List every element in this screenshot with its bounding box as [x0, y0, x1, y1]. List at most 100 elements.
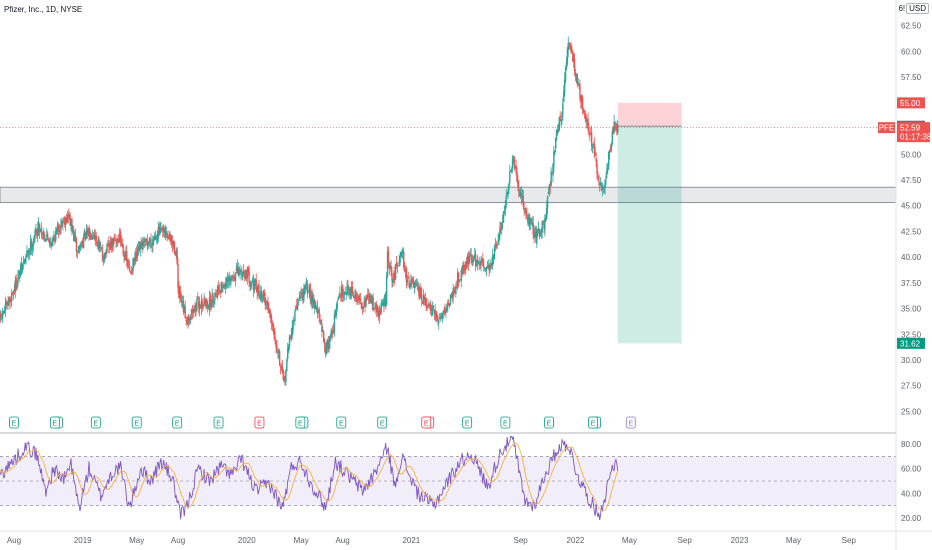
- candle-body: [100, 247, 103, 251]
- candle-body: [73, 236, 76, 241]
- candle-body: [385, 276, 388, 305]
- candle-body: [353, 295, 355, 298]
- candle-body: [609, 148, 612, 151]
- earnings-marker: E: [49, 416, 63, 429]
- candle-body: [502, 211, 505, 223]
- candle-body: [565, 62, 568, 70]
- candle-body: [170, 234, 172, 243]
- candle-body: [540, 231, 542, 233]
- time-tick-label: Aug: [7, 536, 21, 545]
- candle-body: [132, 258, 134, 272]
- candle-body: [59, 228, 61, 230]
- candle-body: [277, 350, 279, 354]
- candle-body: [84, 232, 87, 240]
- candle-body: [378, 310, 381, 318]
- candle-body: [492, 255, 495, 258]
- candle-body: [519, 191, 521, 197]
- rsi-pane[interactable]: [0, 436, 896, 521]
- candle-body: [193, 305, 195, 312]
- candle-body: [459, 279, 462, 280]
- candle-body: [46, 234, 48, 237]
- candle-body: [163, 228, 166, 233]
- candle-body: [332, 330, 335, 333]
- candle-body: [108, 244, 111, 248]
- candle-body: [457, 272, 460, 282]
- earnings-marker: E: [90, 416, 101, 429]
- candle-body: [460, 270, 462, 281]
- candle-body: [297, 302, 300, 304]
- earnings-marker: E: [421, 416, 435, 429]
- candle-body: [571, 50, 573, 53]
- candle-body: [561, 112, 563, 119]
- candle-body: [105, 251, 107, 255]
- take-profit-zone: [617, 126, 682, 344]
- candle-body: [195, 309, 197, 312]
- earnings-marker-box: [254, 416, 265, 429]
- time-tick-label: 2020: [238, 536, 256, 545]
- candle-body: [260, 290, 262, 301]
- earnings-marker-box: [49, 416, 60, 429]
- candle-body: [480, 259, 482, 266]
- candle-body: [17, 276, 19, 284]
- candle-body: [423, 296, 426, 300]
- earnings-marker-box: [336, 416, 347, 429]
- earnings-marker-box: [172, 416, 183, 429]
- time-tick-label: May: [129, 536, 144, 545]
- candle-body: [399, 255, 401, 263]
- candle-body: [402, 250, 404, 253]
- candle-body: [205, 301, 207, 305]
- time-axis[interactable]: Aug 2019 May Aug 2020 May Aug 2021 Sep 2022 May Sep…: [0, 530, 932, 545]
- currency-selector[interactable]: 6! USD: [898, 3, 929, 14]
- candle-body: [386, 251, 389, 277]
- candle-body: [244, 270, 247, 280]
- candle-body: [82, 240, 84, 247]
- time-tick-label: Sep: [513, 536, 528, 545]
- candle-body: [390, 266, 392, 273]
- candle-body: [373, 309, 375, 311]
- candle-body: [545, 216, 547, 218]
- candle-body: [313, 297, 315, 308]
- candle-body: [440, 315, 443, 319]
- time-tick-label: May: [622, 536, 637, 545]
- candle-body: [309, 284, 311, 300]
- candle-body: [349, 288, 351, 296]
- candle-body: [605, 176, 607, 179]
- candle-body: [117, 238, 119, 243]
- candle-body: [437, 317, 439, 322]
- price-tag-box: [897, 337, 925, 349]
- candle-body: [251, 283, 253, 286]
- candle-body: [426, 306, 428, 309]
- price-axis[interactable]: 25.00 27.50 30.00 32.50 35.00 37.50 40.00 42.50…: [895, 0, 922, 550]
- candle-body: [39, 229, 42, 232]
- candle-body: [501, 221, 504, 223]
- candle-body: [557, 130, 560, 133]
- candle-body: [71, 218, 73, 231]
- candle-body: [596, 163, 598, 174]
- earnings-marker-label: E: [465, 421, 470, 428]
- candle-body: [189, 316, 192, 319]
- earnings-marker: E: [172, 416, 183, 429]
- candle-body: [25, 254, 27, 259]
- candle-body: [334, 313, 337, 317]
- price-tick-label: 57.50: [901, 73, 922, 82]
- candle-body: [438, 317, 441, 319]
- candle-body: [329, 338, 331, 342]
- candle-body: [528, 214, 531, 225]
- candle-body: [465, 262, 467, 270]
- candle-body: [176, 249, 178, 264]
- candle-body: [456, 287, 458, 289]
- candle-body: [432, 305, 435, 309]
- candle-body: [614, 123, 616, 125]
- candle-body: [396, 263, 399, 267]
- candle-body: [510, 170, 512, 172]
- earnings-marker-box: [131, 416, 142, 429]
- candle-body: [211, 293, 213, 302]
- candle-body: [483, 265, 485, 268]
- candle-body: [118, 233, 121, 243]
- candle-body: [112, 238, 114, 247]
- price-tick-label: 30.00: [901, 356, 922, 365]
- rsi-tick-label: 60.00: [901, 465, 922, 474]
- candle-body: [401, 251, 403, 254]
